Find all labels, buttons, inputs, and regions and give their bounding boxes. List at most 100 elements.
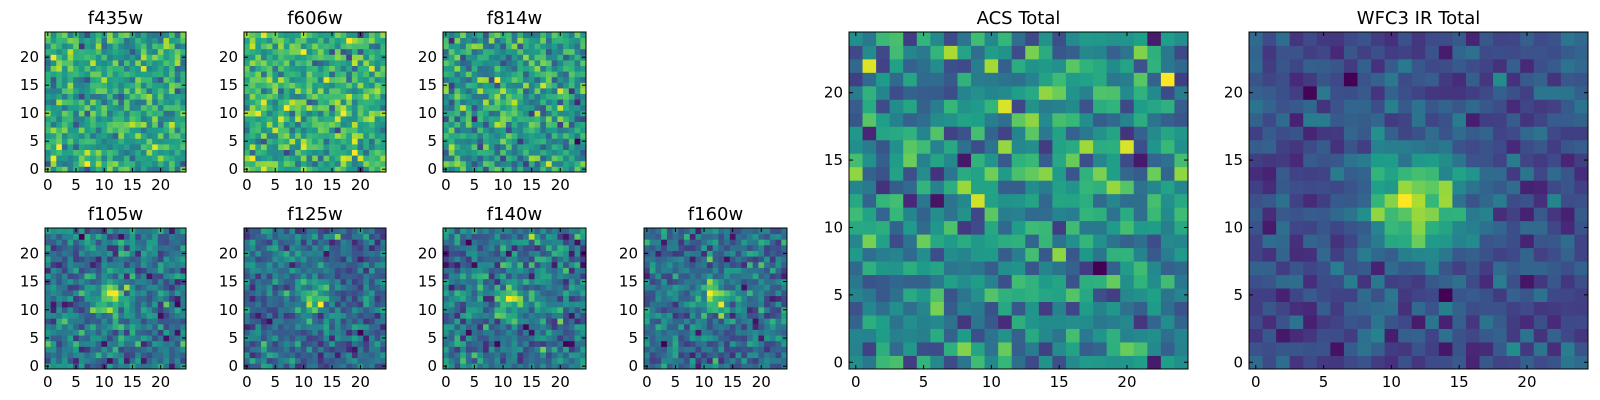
heatmap-cell — [163, 284, 170, 291]
heatmap-cell — [261, 121, 268, 128]
heatmap-cell — [540, 267, 547, 274]
heatmap-cell — [272, 233, 279, 240]
heatmap-cell — [78, 88, 85, 94]
heatmap-cell — [329, 318, 336, 325]
heatmap-cell — [152, 121, 159, 128]
heatmap-cell — [746, 312, 754, 319]
heatmap-cell — [471, 335, 478, 342]
heatmap-cell — [140, 278, 147, 285]
heatmap-cell — [50, 228, 57, 235]
heatmap-cell — [266, 121, 273, 128]
heatmap-cell — [169, 54, 176, 61]
heatmap-cell — [266, 306, 273, 313]
heatmap-cell — [61, 88, 68, 94]
heatmap-cell — [90, 261, 97, 268]
heatmap-cell — [50, 104, 57, 111]
heatmap-cell — [135, 166, 142, 173]
heatmap-cell — [557, 312, 564, 319]
heatmap-cell — [769, 295, 776, 302]
heatmap-cell — [465, 121, 472, 128]
heatmap-cell — [781, 244, 788, 251]
heatmap-cell — [998, 342, 1013, 356]
heatmap-cell — [574, 121, 581, 128]
heatmap-cell — [448, 121, 455, 128]
heatmap-cell — [454, 329, 461, 336]
heatmap-cell — [523, 340, 530, 347]
heatmap-cell — [568, 99, 575, 106]
heatmap-cell — [101, 155, 108, 162]
heatmap-cell — [528, 312, 535, 319]
heatmap-cell — [729, 284, 736, 291]
heatmap-cell — [278, 93, 285, 100]
heatmap-cell — [346, 99, 353, 106]
heatmap-cell — [644, 346, 651, 353]
heatmap-cell — [374, 160, 381, 167]
heatmap-cell — [557, 93, 564, 100]
heatmap-cell — [368, 301, 376, 308]
heatmap-cell — [545, 273, 553, 280]
heatmap-cell — [454, 32, 461, 38]
heatmap-cell — [67, 306, 74, 313]
heatmap-cell — [563, 127, 570, 134]
heatmap-cell — [500, 71, 507, 78]
heatmap-cell — [695, 267, 702, 274]
heatmap-cell — [169, 93, 176, 100]
heatmap-cell — [695, 340, 702, 347]
heatmap-cell — [661, 340, 668, 347]
heatmap-cell — [329, 71, 336, 78]
heatmap-cell — [67, 110, 74, 117]
heatmap-cell — [971, 234, 985, 249]
heatmap-cell — [56, 256, 63, 263]
heatmap-cell — [580, 323, 587, 330]
heatmap-cell — [323, 93, 330, 100]
heatmap-cell — [152, 256, 159, 263]
heatmap-cell — [465, 267, 472, 274]
heatmap-cell — [523, 267, 530, 274]
heatmap-cell — [306, 267, 313, 274]
heatmap-cell — [163, 340, 170, 347]
heatmap-cell — [534, 65, 541, 72]
heatmap-cell — [876, 315, 891, 329]
heatmap-cell — [500, 278, 507, 285]
heatmap-cell — [78, 65, 85, 72]
heatmap-cell — [163, 228, 170, 235]
heatmap-cell — [916, 355, 931, 370]
heatmap-cell — [174, 82, 181, 89]
heatmap-cell — [368, 104, 376, 111]
heatmap-cell — [781, 312, 788, 319]
heatmap-cell — [357, 318, 364, 325]
heatmap-cell — [494, 43, 501, 50]
heatmap-cell — [56, 244, 63, 251]
heatmap-cell — [357, 132, 364, 139]
heatmap-cell — [249, 65, 256, 72]
heatmap-cell — [169, 267, 176, 274]
heatmap-cell — [505, 32, 513, 38]
heatmap-cell — [563, 104, 570, 111]
heatmap-cell — [684, 244, 691, 251]
heatmap-cell — [1160, 166, 1175, 181]
heatmap-cell — [477, 273, 484, 280]
heatmap-cell — [329, 273, 336, 280]
heatmap-cells — [45, 228, 187, 370]
heatmap-cell — [644, 301, 651, 308]
heatmap-cell — [169, 121, 176, 128]
heatmap-cell — [266, 104, 273, 111]
heatmap-cell — [889, 180, 904, 195]
heatmap-cell — [712, 329, 719, 336]
heatmap-cell — [557, 273, 564, 280]
heatmap-cell — [78, 155, 85, 162]
heatmap-cell — [306, 127, 313, 134]
heatmap-cell — [735, 273, 742, 280]
heatmap-cell — [661, 239, 668, 246]
heatmap-cell — [454, 138, 461, 145]
heatmap-cell — [112, 340, 119, 347]
heatmap-cell — [249, 352, 256, 359]
heatmap-cell — [517, 244, 524, 251]
heatmap-cell — [465, 278, 472, 285]
heatmap-cell — [61, 32, 68, 38]
heatmap-cell — [368, 48, 376, 55]
heatmap-cell — [140, 37, 147, 44]
heatmap-cell — [174, 284, 181, 291]
heatmap-cell — [545, 329, 553, 336]
heatmap-cell — [266, 256, 273, 263]
